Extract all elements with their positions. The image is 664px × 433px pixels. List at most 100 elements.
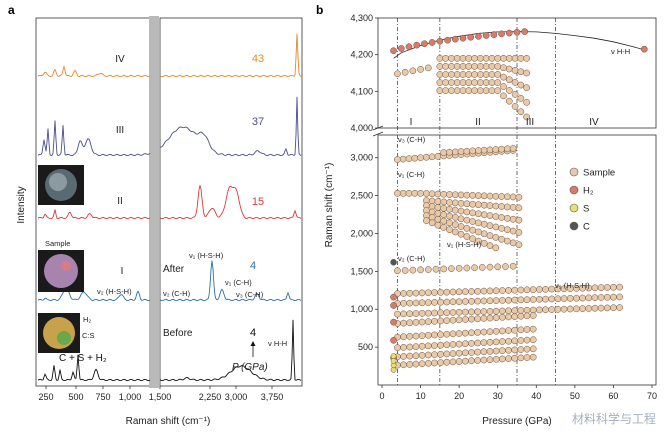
sample-nu1-point xyxy=(498,224,505,232)
h2-point xyxy=(451,35,459,43)
sample-upper-point xyxy=(465,87,473,94)
sample-nu1-point xyxy=(475,210,482,218)
sample-low-point xyxy=(468,340,475,347)
sample-low-point xyxy=(431,317,438,325)
sample-upper-point xyxy=(394,70,401,78)
sample-upper-point xyxy=(453,71,461,78)
sample-low-point xyxy=(418,289,426,297)
sample-low-point xyxy=(498,297,506,304)
b-ytick-lower-label: 500 xyxy=(358,342,373,352)
sample-low-point xyxy=(431,351,438,358)
h2-point xyxy=(397,45,405,52)
sample-low-point xyxy=(437,317,444,325)
legend-label: C xyxy=(583,222,590,233)
sample-nu1-point xyxy=(475,201,482,209)
sample-low-point xyxy=(443,330,451,338)
legend-marker xyxy=(569,185,579,195)
sample-low-point xyxy=(498,313,506,321)
sample-low-point xyxy=(394,310,401,318)
phase-iv-label: IV xyxy=(589,117,599,128)
sample-upper-point xyxy=(477,63,484,70)
sample-upper-point xyxy=(500,64,507,72)
sample-low-point xyxy=(554,306,562,313)
sample-nu3-point xyxy=(475,147,482,154)
h2-point xyxy=(421,40,428,48)
sample-nu1-point xyxy=(480,201,488,209)
sample-low-point xyxy=(424,351,432,359)
sample-nu1-point xyxy=(469,200,476,208)
sample-upper-point xyxy=(494,79,502,86)
sample-nu1-point xyxy=(423,217,430,224)
sample-upper-point xyxy=(471,63,478,70)
sample-low-point xyxy=(560,305,568,313)
sample-upper-point xyxy=(465,63,473,70)
sample-nu1-point xyxy=(469,192,476,199)
sample-low-point xyxy=(529,345,537,353)
sample-low-point xyxy=(412,299,420,307)
b-nu3-ch-label: ν₃ (C-H) xyxy=(398,135,426,144)
sample-low-point xyxy=(468,349,475,356)
sample-low-point xyxy=(480,348,488,356)
sample-low-point xyxy=(394,344,401,352)
xtick-label: 1,000 xyxy=(119,392,142,402)
sample-low-point xyxy=(498,327,506,335)
sample-low-point xyxy=(480,315,488,322)
sample-low-point xyxy=(461,288,469,295)
sample-low-point xyxy=(511,286,519,294)
sample-upper-point xyxy=(477,87,484,94)
sample-nu1-point xyxy=(463,191,471,199)
sample-upper-point xyxy=(505,76,513,84)
sample-nu1-point xyxy=(486,192,494,200)
sample-nu1-point xyxy=(434,190,442,198)
sample-low-point xyxy=(400,344,407,351)
sample-low-point xyxy=(591,304,599,312)
sample-low-point xyxy=(505,346,512,354)
sample-low-point xyxy=(455,308,463,316)
sample-low-point xyxy=(498,355,506,363)
sample-nu3-point xyxy=(405,155,413,162)
sample-low-point xyxy=(412,343,420,350)
sample-low-point xyxy=(443,317,451,324)
sample-low-point xyxy=(517,337,525,344)
sample-low-point xyxy=(468,357,475,365)
sample-low-point xyxy=(523,306,531,314)
sample-photo-before xyxy=(38,313,80,353)
sample-low-point xyxy=(603,284,611,291)
sample-low-point xyxy=(492,338,500,346)
sample-low-point xyxy=(616,293,623,301)
sample-low-point xyxy=(573,294,580,302)
sample-low-point xyxy=(517,326,525,334)
sample-low-point xyxy=(449,298,457,306)
sample-nu3-point xyxy=(509,145,517,152)
sample-low-point xyxy=(616,304,623,311)
sample-low-point xyxy=(523,345,531,353)
sample-nu1-point xyxy=(475,228,482,236)
sample-photo-ii xyxy=(38,165,84,205)
sample-nu1-point xyxy=(457,199,465,207)
h2-label: H₂ xyxy=(83,315,91,324)
sample-upper-point xyxy=(523,69,530,77)
sample-nu1-point xyxy=(475,237,482,245)
sample-upper-point xyxy=(482,63,490,70)
sample-upper-point xyxy=(459,63,467,70)
trace-ii-pressure: 15 xyxy=(252,196,264,208)
sample-upper-point xyxy=(482,79,490,86)
sample-nu1-point xyxy=(515,241,523,249)
sample-upper-point xyxy=(494,87,502,94)
sample-low-point xyxy=(474,308,482,316)
sample-low-point xyxy=(542,295,549,303)
sample-upper-point xyxy=(442,71,449,78)
sample-nu1-point xyxy=(411,189,419,197)
sample-low-point xyxy=(498,347,506,354)
sample-low-point xyxy=(597,304,605,312)
h2-point xyxy=(413,41,421,49)
nu-hh-label: ν H-H xyxy=(268,339,287,348)
h2-point xyxy=(390,47,397,55)
sample-label: Sample xyxy=(45,239,70,248)
sample-low-point xyxy=(400,290,407,297)
sample-low-point xyxy=(591,284,599,292)
panel-b-ticks: 0 10 20 30 40 50 60 70 4,000 4,100 4,200 4,300 500 1,… xyxy=(350,13,657,401)
before-label: Before xyxy=(163,328,193,339)
sample-nu1-point xyxy=(423,190,430,197)
sample-nu1-point xyxy=(498,193,505,200)
